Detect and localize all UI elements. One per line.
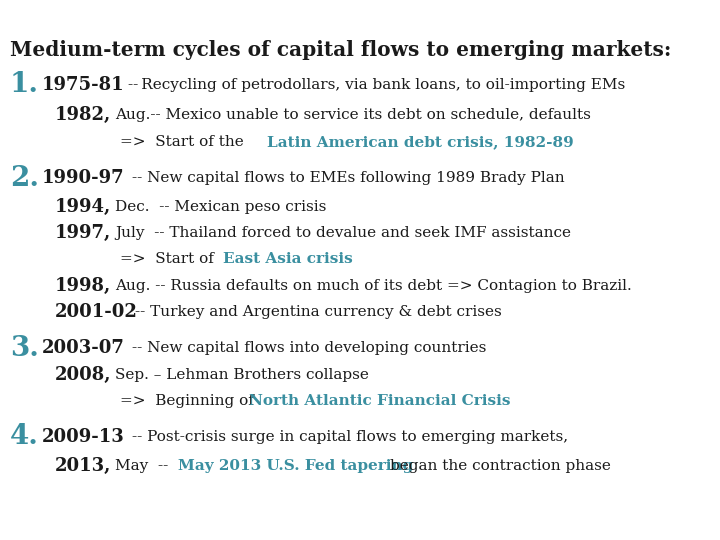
Text: -- New capital flows to EMEs following 1989 Brady Plan: -- New capital flows to EMEs following 1…: [132, 171, 564, 185]
Text: Aug. -- Russia defaults on much of its debt => Contagion to Brazil.: Aug. -- Russia defaults on much of its d…: [115, 279, 631, 293]
Text: -- Post-crisis surge in capital flows to emerging markets,: -- Post-crisis surge in capital flows to…: [132, 430, 568, 444]
Text: -- Recycling of petrodollars, via bank loans, to oil-importing EMs: -- Recycling of petrodollars, via bank l…: [128, 78, 625, 92]
Text: 4.: 4.: [10, 423, 39, 450]
Text: -- New capital flows into developing countries: -- New capital flows into developing cou…: [132, 341, 487, 355]
Text: North Atlantic Financial Crisis: North Atlantic Financial Crisis: [249, 394, 510, 408]
Text: Medium-term cycles of capital flows to emerging markets:: Medium-term cycles of capital flows to e…: [10, 40, 671, 60]
Text: Dec.  -- Mexican peso crisis: Dec. -- Mexican peso crisis: [115, 200, 326, 214]
Text: 3.: 3.: [10, 334, 39, 361]
Text: 2013,: 2013,: [55, 457, 112, 475]
Text: began the contraction phase: began the contraction phase: [390, 459, 611, 473]
Text: 1994,: 1994,: [55, 198, 112, 216]
Text: 2008,: 2008,: [55, 366, 112, 384]
Text: 2.: 2.: [10, 165, 39, 192]
Text: =>  Start of the: => Start of the: [120, 135, 248, 149]
Text: -- Turkey and Argentina currency & debt crises: -- Turkey and Argentina currency & debt …: [135, 305, 502, 319]
Text: 1982,: 1982,: [55, 106, 112, 124]
Text: 1990-97: 1990-97: [42, 169, 125, 187]
Text: Sep. – Lehman Brothers collapse: Sep. – Lehman Brothers collapse: [115, 368, 369, 382]
Text: July  -- Thailand forced to devalue and seek IMF assistance: July -- Thailand forced to devalue and s…: [115, 226, 571, 240]
Text: 2009-13: 2009-13: [42, 428, 125, 446]
Text: 1997,: 1997,: [55, 224, 112, 242]
Text: 1975-81: 1975-81: [42, 76, 125, 94]
Text: 2001-02: 2001-02: [55, 303, 138, 321]
Text: May 2013 U.S. Fed tapering: May 2013 U.S. Fed tapering: [178, 459, 413, 473]
Text: Latin American debt crisis, 1982-89: Latin American debt crisis, 1982-89: [267, 135, 574, 149]
Text: Aug.-- Mexico unable to service its debt on schedule, defaults: Aug.-- Mexico unable to service its debt…: [115, 108, 591, 122]
Text: May  --: May --: [115, 459, 173, 473]
Text: =>  Beginning of: => Beginning of: [120, 394, 258, 408]
Text: 1.: 1.: [10, 71, 39, 98]
Text: 2003-07: 2003-07: [42, 339, 125, 357]
Text: =>  Start of: => Start of: [120, 252, 219, 266]
Text: 1998,: 1998,: [55, 277, 112, 295]
Text: East Asia crisis: East Asia crisis: [223, 252, 353, 266]
